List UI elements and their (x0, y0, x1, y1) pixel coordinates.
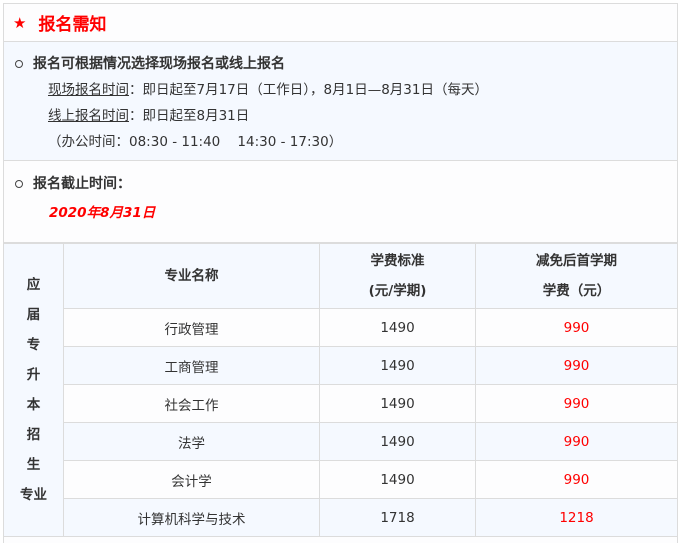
side-label-char: 届 (26, 307, 41, 323)
header-standard-line2: (元/学期) (368, 283, 427, 299)
deadline-date: 2020年8月31日 (49, 205, 156, 221)
onsite-label: 现场报名时间 (48, 82, 129, 98)
cell-standard: 1490 (319, 384, 476, 423)
cell-standard: 1490 (319, 460, 476, 499)
table-header: 应届专升本招生专业 专业名称 学费标准 (元/学期) 减免后首学期 学费（元） (3, 243, 678, 537)
cell-name: 工商管理 (63, 346, 320, 385)
registration-methods: 报名可根据情况选择现场报名或线上报名 现场报名时间：即日起至7月17日（工作日）… (4, 42, 677, 161)
deadline-heading: 报名截止时间： (33, 176, 131, 192)
side-label-char: 专 (26, 337, 41, 353)
cell-name: 会计学 (63, 460, 320, 499)
cell-name: 社会工作 (63, 384, 320, 423)
table-row: 会计学 1490 990 (4, 460, 678, 499)
table-row: 计算机科学与技术 1718 1218 (4, 498, 678, 537)
cell-standard: 1490 (319, 422, 476, 461)
cell-name: 计算机科学与技术 (63, 498, 320, 537)
cell-reduced: 990 (475, 346, 678, 385)
side-label-char: 升 (26, 367, 41, 383)
cell-reduced: 990 (475, 384, 678, 423)
cell-standard: 1490 (319, 308, 476, 347)
cell-reduced: 990 (475, 460, 678, 499)
cell-reduced: 990 (475, 422, 678, 461)
online-label: 线上报名时间 (48, 108, 129, 124)
header-standard-line1: 学费标准 (370, 253, 425, 269)
side-label-char: 招 (26, 427, 41, 443)
methods-heading: 报名可根据情况选择现场报名或线上报名 (33, 56, 285, 72)
tuition-table: 应届专升本招生专业 专业名称 学费标准 (元/学期) 减免后首学期 学费（元） 行政… (3, 243, 678, 537)
bullet-icon (15, 59, 23, 68)
star-icon: ★ (13, 13, 27, 32)
side-label: 应届专升本招生专业 (3, 243, 64, 537)
cell-reduced: 1218 (475, 498, 678, 537)
table-row: 法学 1490 990 (4, 422, 678, 461)
bullet-icon (15, 179, 23, 188)
onsite-value: ：即日起至7月17日（工作日），8月1日—8月31日（每天） (129, 82, 488, 98)
cell-standard: 1490 (319, 346, 476, 385)
cell-reduced: 990 (475, 308, 678, 347)
online-value: ：即日起至8月31日 (129, 108, 250, 124)
section-title: ★ 报名需知 (4, 4, 677, 42)
table-row: 社会工作 1490 990 (4, 384, 678, 423)
office-hours: （办公时间：08:30 - 11:40 14:30 - 17:30） (48, 134, 343, 150)
cell-name: 行政管理 (63, 308, 320, 347)
header-reduced: 减免后首学期 学费（元） (475, 243, 678, 309)
header-major: 专业名称 (63, 243, 320, 309)
side-label-char: 应 (26, 277, 41, 293)
registration-notice: ★ 报名需知 报名可根据情况选择现场报名或线上报名 现场报名时间：即日起至7月1… (3, 3, 678, 543)
side-label-char: 本 (26, 397, 41, 413)
header-reduced-line1: 减免后首学期 (536, 253, 617, 269)
table-row: 工商管理 1490 990 (4, 346, 678, 385)
side-label-char: 专业 (20, 487, 47, 503)
cell-name: 法学 (63, 422, 320, 461)
cell-standard: 1718 (319, 498, 476, 537)
table-row: 行政管理 1490 990 (4, 308, 678, 347)
header-reduced-line2: 学费（元） (542, 283, 611, 299)
deadline-section: 报名截止时间： 2020年8月31日 (4, 161, 677, 243)
header-standard: 学费标准 (元/学期) (319, 243, 476, 309)
side-label-char: 生 (26, 457, 41, 473)
title-text: 报名需知 (38, 15, 107, 35)
